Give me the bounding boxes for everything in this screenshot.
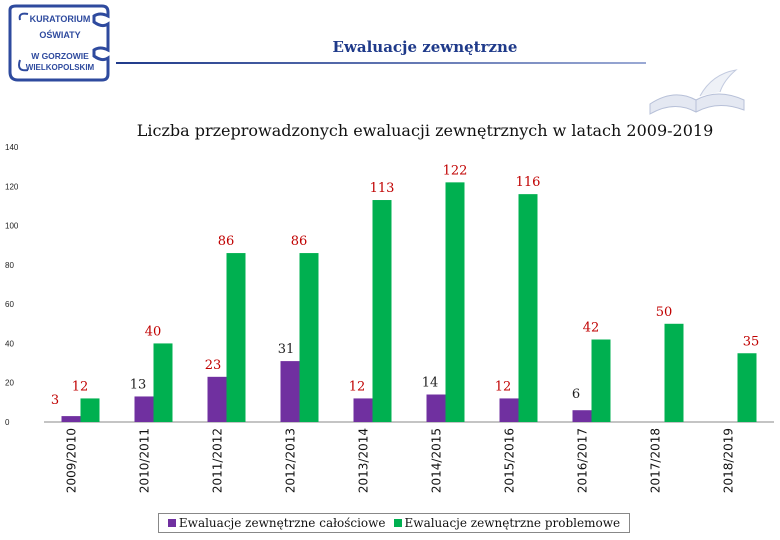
- y-tick-label: 100: [5, 222, 19, 231]
- x-tick-label: 2013/2014: [357, 428, 371, 493]
- legend-item-series-2: Ewaluacje zewnętrzne problemowe: [393, 516, 621, 530]
- data-label-series-2: 122: [443, 163, 468, 178]
- y-tick-label: 0: [5, 418, 10, 427]
- bars: [61, 182, 757, 422]
- bar-series-2: [518, 194, 538, 422]
- x-tick-label: 2017/2018: [649, 428, 663, 493]
- y-tick-label: 120: [5, 182, 19, 191]
- bar-series-1: [499, 398, 519, 422]
- y-tick-label: 40: [5, 339, 14, 348]
- data-label-series-1: 31: [278, 342, 295, 357]
- x-tick-label: 2014/2015: [430, 428, 444, 493]
- data-label-series-1: 23: [205, 358, 222, 373]
- header-title: Ewaluacje zewnętrzne: [332, 38, 518, 56]
- logo-line-4: WIELKOPOLSKIM: [26, 63, 95, 72]
- data-label-series-1: 14: [422, 376, 439, 391]
- bar-series-2: [737, 353, 757, 422]
- data-label-series-2: 40: [145, 324, 162, 339]
- bar-series-1: [61, 416, 81, 422]
- bar-series-1: [207, 376, 227, 422]
- x-tick-label: 2016/2017: [576, 428, 590, 493]
- data-label-series-2: 113: [370, 181, 395, 196]
- bar-series-1: [280, 361, 300, 422]
- data-label-series-1: 6: [572, 387, 580, 402]
- header-divider: [116, 62, 646, 64]
- data-label-series-1: 12: [495, 379, 512, 394]
- data-label-series-2: 86: [218, 234, 235, 249]
- data-label-series-2: 42: [583, 321, 600, 336]
- legend: Ewaluacje zewnętrzne całościowe Ewaluacj…: [158, 513, 630, 533]
- bar-series-2: [372, 200, 392, 422]
- y-tick-label: 60: [5, 300, 14, 309]
- bar-series-2: [299, 253, 319, 422]
- data-label-series-2: 86: [291, 234, 308, 249]
- kuratorium-logo: KURATORIUM OŚWIATY W GORZOWIE WIELKOPOLS…: [8, 4, 110, 82]
- data-label-series-1: 3: [51, 393, 59, 408]
- x-tick-label: 2018/2019: [722, 428, 736, 493]
- open-book-icon: [649, 69, 745, 115]
- logo-line-2: OŚWIATY: [39, 29, 80, 40]
- logo-line-3: W GORZOWIE: [31, 51, 89, 61]
- bar-series-2: [226, 253, 246, 422]
- legend-item-series-1: Ewaluacje zewnętrzne całościowe: [167, 516, 386, 530]
- bar-series-2: [664, 323, 684, 422]
- bar-series-1: [353, 398, 373, 422]
- bar-series-2: [80, 398, 100, 422]
- x-tick-label: 2010/2011: [138, 428, 152, 493]
- header-title-wrap: Ewaluacje zewnętrzne: [0, 38, 780, 56]
- legend-swatch-series-1: [167, 519, 176, 527]
- bar-series-1: [134, 396, 154, 422]
- y-tick-label: 80: [5, 261, 14, 270]
- y-tick-label: 140: [5, 143, 19, 152]
- x-tick-label: 2015/2016: [503, 428, 517, 493]
- data-labels: 3 12 13 40 23 86 31 86 12 113 14 122 12 116 6 42 50 35: [51, 163, 759, 408]
- x-axis: 2009/2010 2010/2011 2011/2012 2012/2013 2013…: [65, 428, 736, 493]
- legend-label-series-1: Ewaluacje zewnętrzne całościowe: [178, 516, 386, 530]
- legend-swatch-series-2: [393, 519, 402, 527]
- bar-series-2: [591, 339, 611, 422]
- data-label-series-2: 12: [72, 379, 89, 394]
- logo-line-1: KURATORIUM: [30, 14, 91, 24]
- data-label-series-1: 13: [130, 377, 147, 392]
- x-tick-label: 2009/2010: [65, 428, 79, 493]
- bar-series-1: [572, 410, 592, 422]
- legend-label-series-2: Ewaluacje zewnętrzne problemowe: [404, 516, 621, 530]
- y-tick-label: 20: [5, 379, 14, 388]
- data-label-series-2: 50: [656, 305, 673, 320]
- data-label-series-1: 12: [349, 379, 366, 394]
- chart-title-wrap: Liczba przeprowadzonych ewaluacji zewnęt…: [0, 121, 780, 140]
- bar-series-2: [445, 182, 465, 422]
- chart-title: Liczba przeprowadzonych ewaluacji zewnęt…: [136, 121, 714, 140]
- bar-series-1: [426, 394, 446, 422]
- x-tick-label: 2012/2013: [284, 428, 298, 493]
- bar-series-2: [153, 343, 173, 422]
- data-label-series-2: 35: [743, 334, 760, 349]
- x-tick-label: 2011/2012: [211, 428, 225, 493]
- data-label-series-2: 116: [516, 175, 541, 190]
